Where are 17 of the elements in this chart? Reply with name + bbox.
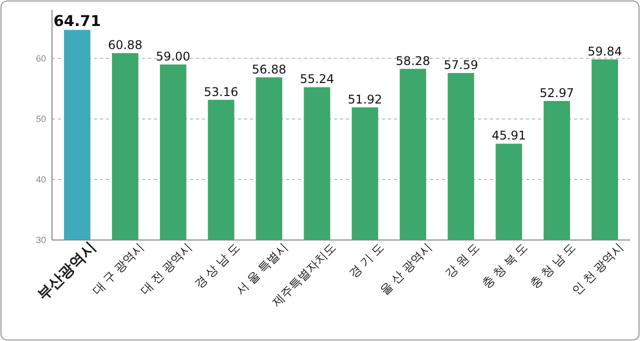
y-tick-label: 50 bbox=[36, 114, 46, 124]
data-label: 58.28 bbox=[396, 54, 430, 68]
data-label: 57.59 bbox=[444, 58, 478, 72]
data-label: 51.92 bbox=[348, 92, 382, 106]
y-tick-label: 40 bbox=[36, 174, 46, 184]
data-label: 45.91 bbox=[492, 128, 526, 143]
x-tick-label: 경 기 도 bbox=[346, 240, 386, 280]
data-label: 56.88 bbox=[252, 62, 286, 76]
data-label: 55.24 bbox=[300, 72, 334, 86]
data-label: 53.16 bbox=[204, 84, 238, 99]
data-label: 52.97 bbox=[540, 86, 574, 100]
data-label: 64.71 bbox=[53, 12, 101, 30]
data-label: 59.84 bbox=[588, 44, 622, 58]
data-label: 59.00 bbox=[156, 49, 190, 64]
y-tick-label: 30 bbox=[36, 234, 46, 245]
y-tick-label: 60 bbox=[36, 53, 46, 64]
data-label: 60.88 bbox=[108, 38, 142, 52]
